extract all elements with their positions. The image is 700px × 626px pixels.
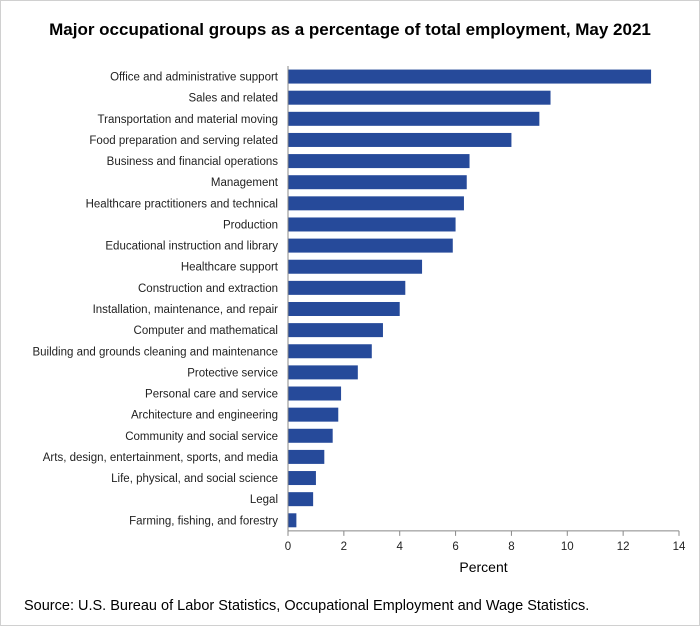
chart-title: Major occupational groups as a percentag… bbox=[49, 20, 651, 39]
bar bbox=[288, 154, 470, 169]
bar bbox=[288, 217, 456, 232]
source-note: Source: U.S. Bureau of Labor Statistics,… bbox=[24, 598, 590, 614]
x-tick-label: 14 bbox=[673, 541, 686, 553]
category-label: Healthcare practitioners and technical bbox=[86, 198, 278, 210]
category-label: Architecture and engineering bbox=[131, 410, 278, 422]
bar bbox=[288, 513, 297, 528]
category-label: Transportation and material moving bbox=[98, 114, 278, 126]
category-label: Healthcare support bbox=[181, 262, 279, 274]
bar bbox=[288, 428, 333, 443]
x-tick-label: 0 bbox=[285, 541, 291, 553]
category-label: Community and social service bbox=[125, 431, 278, 443]
bar bbox=[288, 492, 314, 507]
category-label: Educational instruction and library bbox=[105, 241, 278, 253]
x-tick-label: 2 bbox=[341, 541, 347, 553]
category-label: Business and financial operations bbox=[107, 156, 279, 168]
category-label: Building and grounds cleaning and mainte… bbox=[32, 346, 278, 358]
bar bbox=[288, 365, 358, 380]
category-label: Protective service bbox=[187, 367, 278, 379]
category-label: Life, physical, and social science bbox=[111, 473, 278, 485]
x-tick-label: 12 bbox=[617, 541, 630, 553]
bar bbox=[288, 280, 406, 295]
bar bbox=[288, 407, 339, 422]
category-label: Construction and extraction bbox=[138, 283, 278, 295]
bar bbox=[288, 323, 383, 338]
x-axis-title: Percent bbox=[459, 559, 507, 575]
category-label: Management bbox=[211, 177, 279, 189]
bar bbox=[288, 301, 400, 316]
x-tick-label: 6 bbox=[452, 541, 458, 553]
bar bbox=[288, 471, 316, 486]
bar bbox=[288, 175, 467, 190]
bar bbox=[288, 344, 372, 359]
category-label: Food preparation and serving related bbox=[89, 135, 278, 147]
category-label: Farming, fishing, and forestry bbox=[129, 515, 278, 527]
x-tick-label: 8 bbox=[508, 541, 514, 553]
category-label: Sales and related bbox=[188, 93, 278, 105]
x-axis: 0 2 4 6 8 10 12 14 bbox=[285, 66, 686, 553]
category-label: Office and administrative support bbox=[110, 72, 279, 84]
category-label: Computer and mathematical bbox=[134, 325, 278, 337]
bar bbox=[288, 69, 652, 84]
bar bbox=[288, 238, 453, 253]
x-tick-label: 10 bbox=[561, 541, 574, 553]
bar bbox=[288, 386, 342, 401]
category-labels: Office and administrative support Sales a… bbox=[32, 72, 278, 528]
bar bbox=[288, 449, 325, 464]
category-label: Installation, maintenance, and repair bbox=[93, 304, 279, 316]
bar bbox=[288, 259, 423, 274]
x-tick-label: 4 bbox=[397, 541, 404, 553]
bar bbox=[288, 132, 512, 147]
bar bbox=[288, 111, 540, 126]
category-label: Personal care and service bbox=[145, 389, 278, 401]
category-label: Legal bbox=[250, 494, 278, 506]
category-label: Production bbox=[223, 219, 278, 231]
bar bbox=[288, 90, 551, 105]
bars-group bbox=[288, 69, 652, 528]
category-label: Arts, design, entertainment, sports, and… bbox=[43, 452, 279, 464]
bar bbox=[288, 196, 464, 211]
